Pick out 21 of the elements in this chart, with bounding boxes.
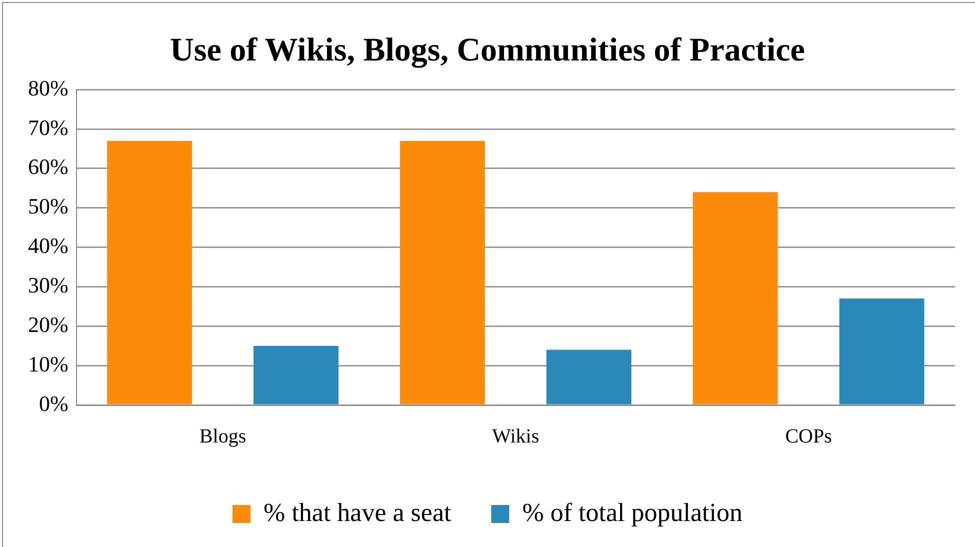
x-tick-label: COPs (785, 425, 832, 448)
legend-label: % of total population (522, 498, 742, 527)
bar (107, 140, 192, 404)
bar (692, 192, 778, 404)
x-tick-label: Blogs (199, 425, 246, 448)
chart-title: Use of Wikis, Blogs, Communities of Practice (170, 32, 805, 68)
y-tick-label: 80% (28, 75, 68, 100)
y-tick-label: 60% (28, 154, 68, 180)
y-tick-label: 20% (28, 312, 68, 337)
x-tick-label: Wikis (492, 425, 540, 448)
y-tick-label: 0% (39, 390, 68, 416)
y-tick-label: 40% (28, 233, 68, 258)
y-tick-label: 50% (28, 194, 68, 219)
bar (839, 298, 924, 404)
y-tick-label: 30% (28, 272, 68, 298)
bar (546, 350, 632, 404)
legend-label: % that have a seat (264, 498, 452, 527)
y-tick-label: 70% (28, 114, 68, 140)
y-tick-label: 10% (28, 351, 68, 376)
bar (400, 140, 485, 404)
bar (254, 346, 338, 404)
